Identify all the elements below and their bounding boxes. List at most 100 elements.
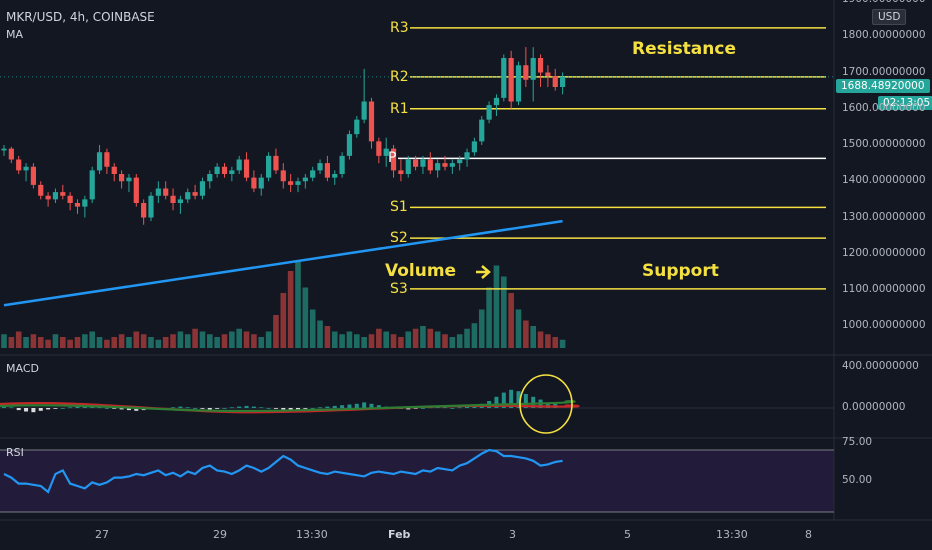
volume-bar — [559, 339, 566, 348]
candle — [361, 101, 367, 120]
candle — [302, 177, 308, 182]
volume-bar — [45, 339, 51, 348]
macd-histogram-bar — [215, 408, 220, 409]
macd-histogram-bar — [75, 406, 80, 408]
candle — [295, 181, 301, 185]
macd-histogram-bar — [259, 407, 264, 409]
candle — [251, 177, 257, 189]
candle — [16, 159, 22, 171]
candle — [74, 203, 81, 207]
volume-bar — [515, 309, 522, 348]
volume-bar — [104, 339, 110, 348]
macd-histogram-bar — [171, 407, 176, 409]
volume-bar — [420, 326, 426, 348]
macd-histogram-bar — [369, 403, 374, 408]
volume-bar — [273, 315, 279, 348]
time-tick-label: 13:30 — [716, 528, 748, 541]
candle — [324, 163, 330, 178]
macd-histogram-bar — [288, 408, 293, 411]
candle — [427, 159, 433, 171]
volume-bar — [442, 334, 448, 348]
volume-bar — [361, 337, 367, 348]
last-price-badge: 1688.48920000 — [836, 79, 930, 93]
volume-bar — [74, 337, 81, 348]
macd-histogram-bar — [325, 406, 330, 408]
candle — [82, 199, 88, 207]
macd-histogram-bar — [134, 408, 139, 411]
candle — [530, 58, 536, 80]
volume-bar — [449, 337, 456, 348]
time-tick-label: 13:30 — [296, 528, 328, 541]
volume-bar — [464, 328, 470, 348]
rsi-title[interactable]: RSI — [6, 446, 24, 459]
volume-bar — [96, 337, 103, 348]
currency-button[interactable]: USD — [872, 9, 907, 25]
candle — [126, 177, 132, 182]
macd-histogram-bar — [244, 405, 249, 408]
macd-tick-label: 400.00000000 — [842, 360, 919, 372]
candle — [229, 170, 235, 174]
ma-line — [3, 219, 563, 307]
volume-bar — [486, 287, 492, 348]
volume-bar — [60, 337, 66, 348]
candle — [67, 195, 73, 203]
volume-bar — [523, 320, 529, 348]
time-tick-label: 29 — [213, 528, 227, 541]
macd-tick-label: 0.00000000 — [842, 401, 906, 413]
macd-histogram-bar — [104, 408, 109, 409]
macd-histogram-bar — [178, 406, 183, 408]
volume-bar — [537, 331, 544, 348]
price-tick-label: 1700.00000000 — [842, 65, 926, 78]
candle — [30, 166, 36, 185]
candle — [148, 195, 154, 218]
macd-histogram-bar — [16, 408, 21, 411]
volume-bar — [148, 337, 154, 348]
candle — [545, 72, 551, 77]
candle — [537, 58, 544, 73]
candle — [280, 170, 286, 182]
macd-histogram-bar — [200, 408, 205, 409]
volume-bar — [390, 334, 397, 348]
volume-bar — [354, 334, 360, 348]
candle — [45, 195, 51, 200]
macd-histogram-bar — [2, 406, 6, 408]
volume-bar — [251, 334, 257, 348]
volume-bar — [258, 337, 265, 348]
macd-histogram-bar — [347, 404, 352, 408]
macd-histogram-bar — [68, 407, 73, 409]
macd-histogram-bar — [185, 407, 190, 409]
level-label-r1: R1 — [390, 100, 409, 117]
candle — [119, 174, 125, 182]
macd-histogram-bar — [97, 407, 102, 409]
volume-bar — [280, 293, 287, 348]
macd-histogram-bar — [494, 396, 499, 408]
candle — [236, 159, 242, 171]
volume-bar — [398, 337, 404, 348]
arrow-icon — [476, 265, 491, 279]
macd-histogram-bar — [24, 408, 29, 412]
candle — [23, 166, 29, 171]
macd-title[interactable]: MACD — [6, 362, 39, 375]
macd-histogram-bar — [119, 408, 124, 410]
ma-indicator-label[interactable]: MA — [6, 28, 24, 41]
price-tick-label: 1500.00000000 — [842, 138, 926, 150]
volume-bar — [236, 328, 242, 348]
volume-bar — [478, 309, 485, 348]
volume-bar — [229, 331, 235, 348]
macd-histogram-bar — [193, 408, 198, 409]
volume-bar — [324, 326, 331, 348]
macd-histogram-bar — [362, 402, 367, 408]
macd-histogram-bar — [296, 408, 300, 410]
macd-histogram-bar — [457, 407, 462, 409]
candle — [89, 170, 95, 200]
macd-histogram-bar — [545, 402, 550, 408]
candle — [449, 163, 455, 167]
volume-bar — [23, 337, 29, 348]
candle — [398, 170, 404, 174]
candle — [111, 166, 117, 174]
volume-bar — [309, 309, 316, 348]
volume-bar — [118, 334, 125, 348]
time-tick-label: 27 — [95, 528, 109, 541]
candle — [310, 170, 316, 178]
